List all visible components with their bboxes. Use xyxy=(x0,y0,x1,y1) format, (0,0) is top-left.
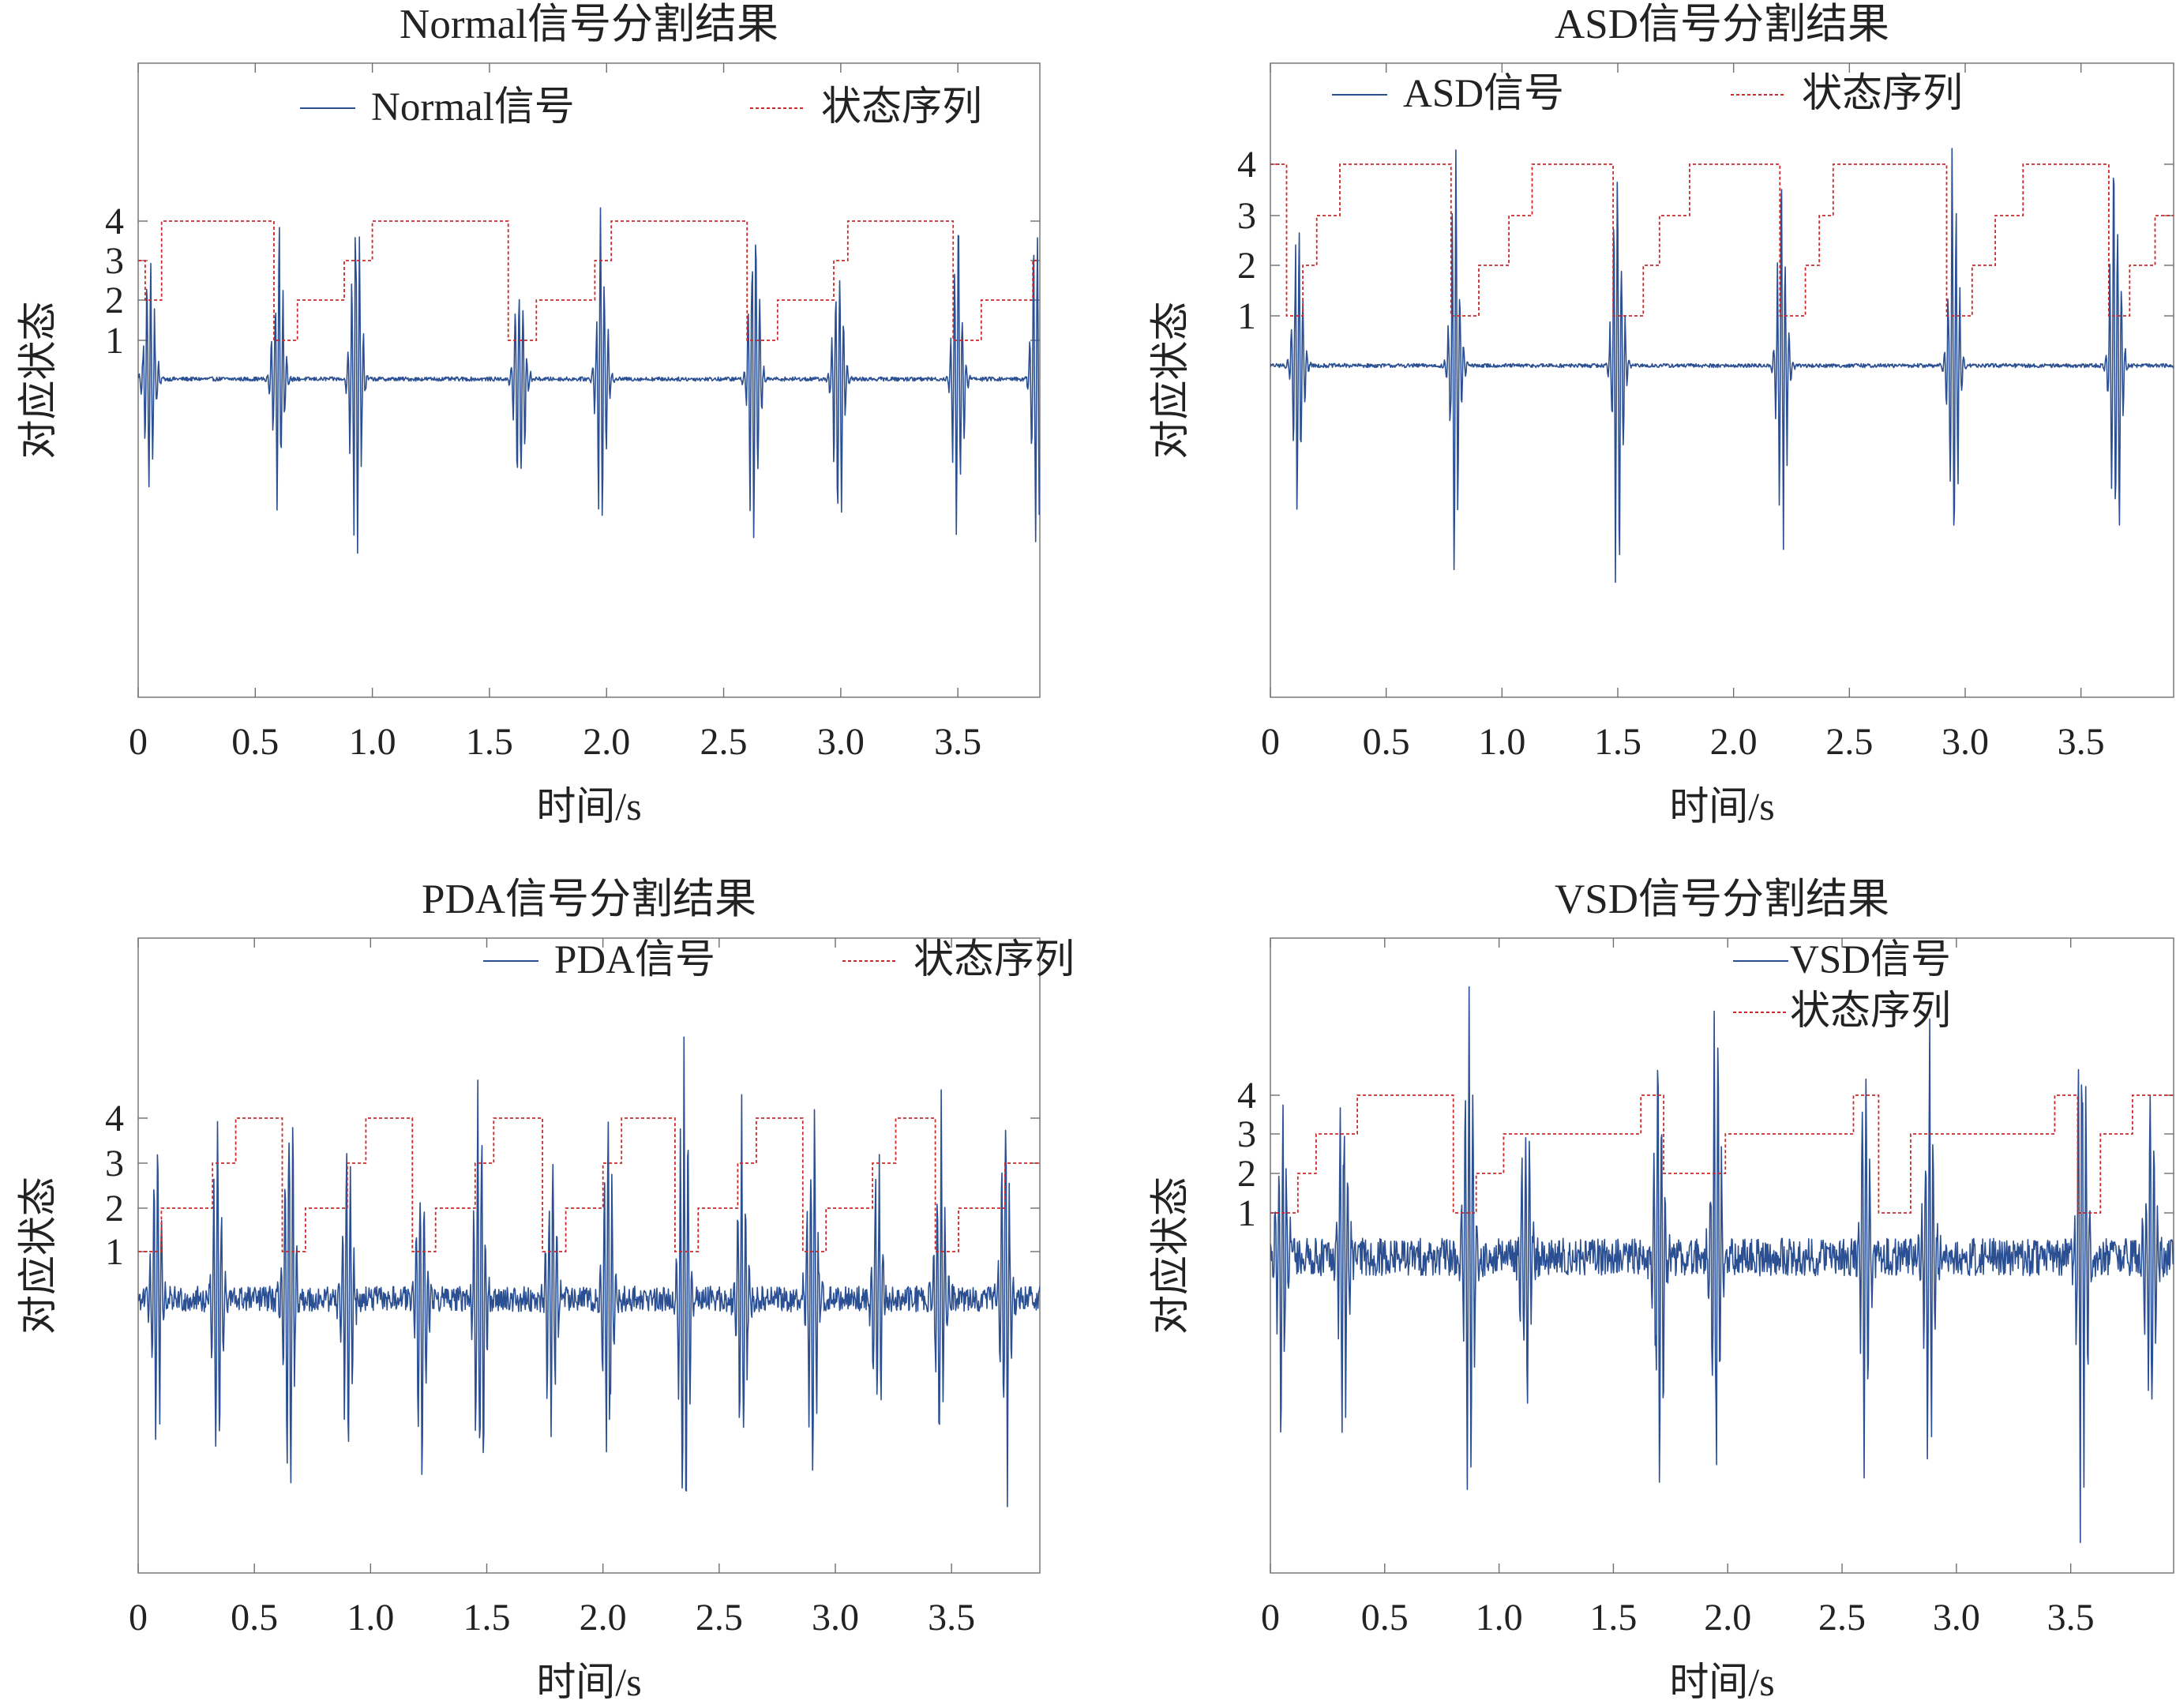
x-tick-label: 1.5 xyxy=(1594,721,1641,763)
legend-label-state: 状态序列 xyxy=(1802,72,1963,116)
x-tick-label: 0.5 xyxy=(231,1597,278,1639)
plot-frame xyxy=(137,62,1041,698)
x-tick-label: 1.0 xyxy=(347,1597,394,1639)
x-tick-label: 1.5 xyxy=(466,721,513,763)
x-tick-label: 3.5 xyxy=(934,721,981,763)
x-tick-label: 2.5 xyxy=(696,1597,743,1639)
chart-title: Normal信号分割结果 xyxy=(400,2,778,47)
legend: PDA信号 状态序列 xyxy=(483,938,1075,982)
x-axis-label: 时间/s xyxy=(536,1660,641,1704)
y-tick-label: 1 xyxy=(1237,295,1256,337)
y-axis-label: 对应状态 xyxy=(16,302,60,460)
x-tick-label: 1.5 xyxy=(463,1597,510,1639)
chart-panel-2: ASD信号分割结果 0 0.5 1.0 1.5 2.0 2.5 3.0 3.5 1 2 3 4 时间/s 对… xyxy=(1148,2,2174,828)
y-tick-label: 4 xyxy=(105,1098,124,1139)
x-tick-label: 2.5 xyxy=(700,721,748,763)
x-tick-label: 2.0 xyxy=(580,1597,627,1639)
plot-frame xyxy=(1270,937,2174,1574)
x-tick-label: 2.0 xyxy=(1704,1597,1751,1639)
x-tick-label: 0.5 xyxy=(1363,721,1410,763)
y-tick-label: 3 xyxy=(1237,1113,1256,1155)
x-tick-label: 1.5 xyxy=(1589,1597,1637,1639)
y-tick-label: 3 xyxy=(105,1143,124,1184)
state-sequence-line xyxy=(138,1117,1040,1252)
signal-line-ASD信号 xyxy=(1270,148,2174,584)
legend-label-state: 状态序列 xyxy=(914,938,1075,982)
y-tick-label: 1 xyxy=(105,320,124,362)
y-tick-label: 2 xyxy=(105,1188,124,1229)
state-sequence-line xyxy=(1270,163,2174,317)
x-tick-label: 0 xyxy=(1261,721,1280,763)
legend-label-signal: VSD信号 xyxy=(1790,938,1951,982)
x-tick-label: 2.5 xyxy=(1825,721,1873,763)
x-tick-label: 3.5 xyxy=(928,1597,975,1639)
y-axis-label: 对应状态 xyxy=(16,1177,60,1334)
x-tick-label: 3.0 xyxy=(1942,721,1989,763)
y-tick-label: 1 xyxy=(105,1231,124,1273)
plot-frame xyxy=(137,937,1041,1574)
chart-title: ASD信号分割结果 xyxy=(1555,2,1889,47)
legend: ASD信号 状态序列 xyxy=(1332,72,1963,116)
x-tick-label: 1.0 xyxy=(1476,1597,1523,1639)
x-tick-label: 2.0 xyxy=(1710,721,1758,763)
x-tick-label: 0 xyxy=(1261,1597,1280,1639)
y-axis-label: 对应状态 xyxy=(1148,1177,1192,1334)
x-tick-label: 2.0 xyxy=(583,721,630,763)
signal-line-VSD信号 xyxy=(1270,986,2174,1544)
y-axis-label: 对应状态 xyxy=(1148,302,1192,460)
x-tick-label: 0.5 xyxy=(231,721,279,763)
x-tick-label: 1.0 xyxy=(1478,721,1525,763)
x-tick-label: 0.5 xyxy=(1361,1597,1409,1639)
legend-label-signal: PDA信号 xyxy=(554,938,715,982)
x-tick-label: 3.0 xyxy=(1933,1597,1980,1639)
legend-label-state: 状态序列 xyxy=(1790,989,1951,1034)
y-tick-label: 3 xyxy=(105,240,124,282)
x-axis-label: 时间/s xyxy=(1669,784,1774,828)
state-sequence-line xyxy=(138,220,1040,341)
y-tick-label: 2 xyxy=(105,280,124,321)
chart-title: PDA信号分割结果 xyxy=(422,877,756,922)
y-tick-label: 4 xyxy=(1237,144,1256,186)
legend-label-signal: ASD信号 xyxy=(1403,72,1564,116)
x-tick-label: 3.5 xyxy=(2047,1597,2095,1639)
x-tick-label: 2.5 xyxy=(1818,1597,1866,1639)
state-sequence-line xyxy=(1270,1094,2174,1214)
x-axis-label: 时间/s xyxy=(536,784,641,828)
plot-frame xyxy=(1270,62,2174,698)
chart-title: VSD信号分割结果 xyxy=(1555,877,1889,922)
x-axis-label: 时间/s xyxy=(1669,1660,1774,1704)
legend-label-signal: Normal信号 xyxy=(371,85,575,130)
y-tick-label: 2 xyxy=(1237,245,1256,287)
y-tick-label: 3 xyxy=(1237,195,1256,237)
legend-label-state: 状态序列 xyxy=(821,85,982,130)
y-tick-label: 4 xyxy=(105,201,124,242)
signal-line-PDA信号 xyxy=(138,1036,1040,1507)
x-tick-label: 3.5 xyxy=(2058,721,2105,763)
x-tick-label: 3.0 xyxy=(817,721,865,763)
y-tick-label: 2 xyxy=(1237,1153,1256,1195)
y-tick-label: 4 xyxy=(1237,1075,1256,1117)
x-tick-label: 0 xyxy=(129,721,148,763)
x-tick-label: 1.0 xyxy=(349,721,396,763)
x-tick-label: 3.0 xyxy=(812,1597,859,1639)
y-tick-label: 1 xyxy=(1237,1192,1256,1234)
legend: Normal信号 状态序列 xyxy=(300,85,982,130)
x-tick-label: 0 xyxy=(129,1597,148,1639)
signal-line-Normal信号 xyxy=(138,207,1040,554)
